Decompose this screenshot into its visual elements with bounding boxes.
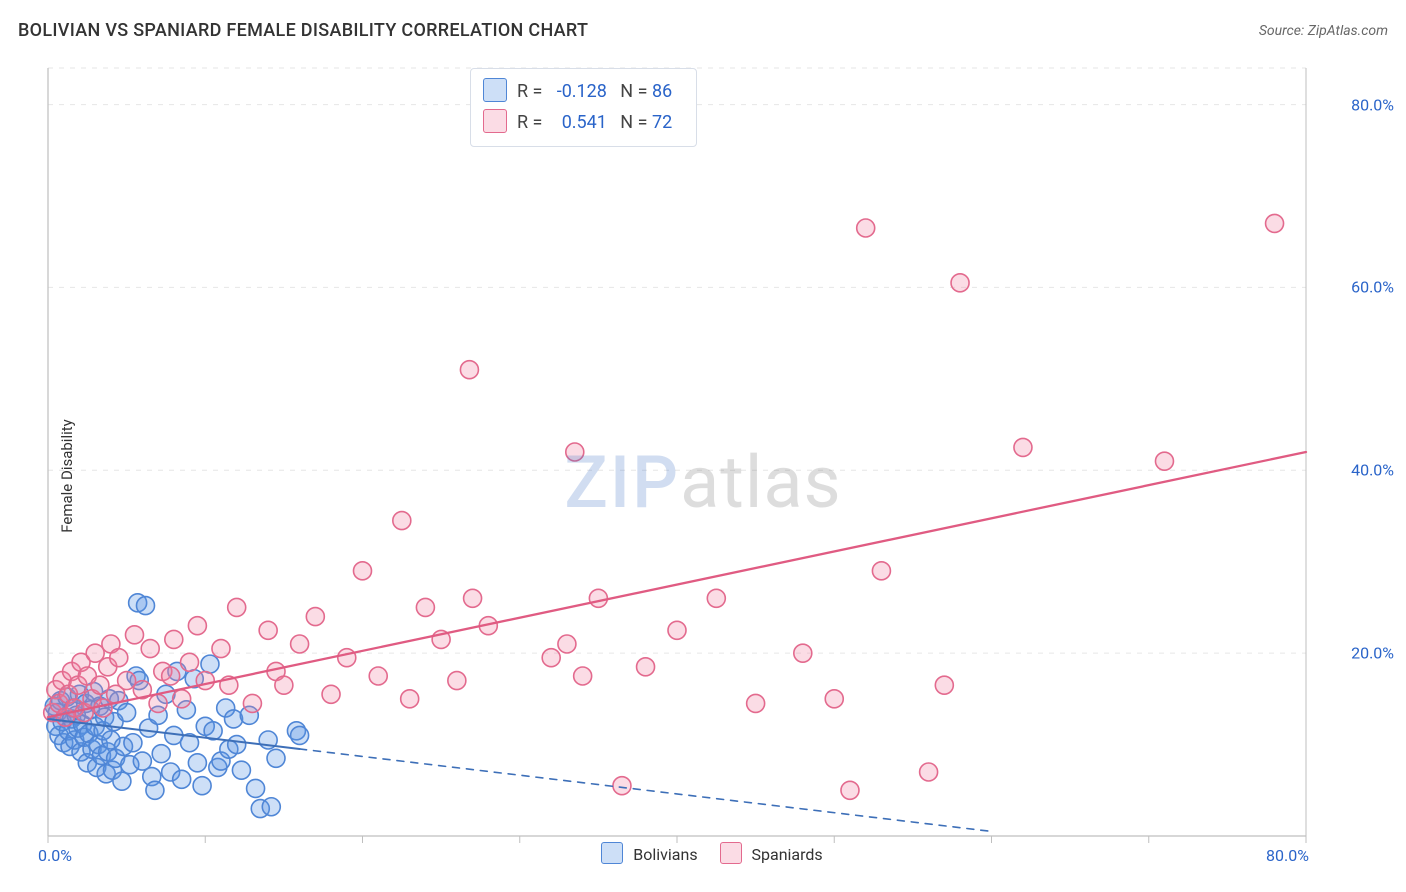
legend-swatch (720, 842, 742, 864)
correlation-legend-box: R = -0.128 N = 86R = 0.541 N = 72 (470, 68, 697, 147)
source-label: Source: ZipAtlas.com (1259, 23, 1388, 39)
legend-label: Bolivians (629, 845, 701, 864)
legend-swatch (601, 842, 623, 864)
y-axis-label: Female Disability (58, 419, 76, 533)
y-tick-label: 40.0% (1351, 461, 1394, 480)
legend-label: Spaniards (748, 845, 823, 864)
y-tick-label: 20.0% (1351, 644, 1394, 663)
scatter-chart-svg (0, 60, 1406, 892)
y-tick-label: 80.0% (1351, 95, 1394, 114)
series-legend: Bolivians Spaniards (0, 842, 1406, 886)
chart-area: Female Disability ZIPatlas 0.0% 80.0% R … (0, 60, 1406, 892)
legend-row-bolivians: R = -0.128 N = 86 (483, 77, 680, 108)
title-bar: BOLIVIAN VS SPANIARD FEMALE DISABILITY C… (18, 20, 1388, 41)
chart-title: BOLIVIAN VS SPANIARD FEMALE DISABILITY C… (18, 20, 588, 41)
legend-row-spaniards: R = 0.541 N = 72 (483, 108, 680, 139)
y-tick-label: 60.0% (1351, 278, 1394, 297)
